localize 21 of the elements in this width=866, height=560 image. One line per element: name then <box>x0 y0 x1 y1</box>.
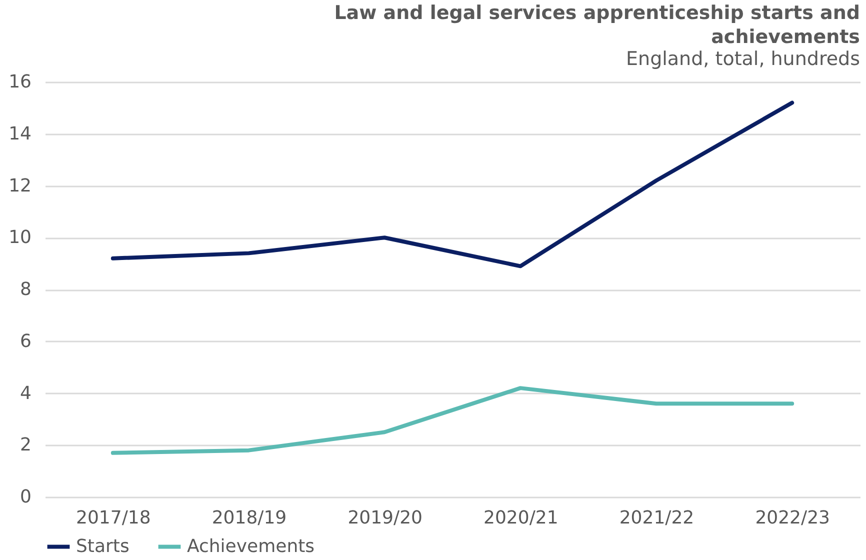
y-tick-label: 8 <box>20 279 32 300</box>
line-series <box>110 100 794 268</box>
chart-title: Law and legal services apprenticeship starts and achievements <box>334 2 860 48</box>
y-tick-label: 2 <box>20 434 32 456</box>
y-tick-label: 10 <box>8 227 32 248</box>
legend-label: Achievements <box>187 536 315 557</box>
x-tick-label: 2017/18 <box>76 508 151 528</box>
y-tick-label: 4 <box>20 382 32 404</box>
y-tick-label: 16 <box>8 72 32 92</box>
x-tick-label: 2021/22 <box>619 508 694 528</box>
y-tick-label: 14 <box>8 123 32 144</box>
legend-label: Starts <box>76 536 130 557</box>
y-tick-label: 0 <box>20 486 32 508</box>
y-tick-label: 12 <box>8 175 32 196</box>
line-series <box>110 386 794 455</box>
chart-subtitle: England, total, hundreds <box>626 48 860 70</box>
x-tick-label: 2019/20 <box>348 508 422 528</box>
y-tick-label: 6 <box>20 330 32 352</box>
x-tick-label: 2018/19 <box>212 508 287 528</box>
x-tick-label: 2020/21 <box>484 508 558 528</box>
x-tick-label: 2022/23 <box>755 508 830 528</box>
